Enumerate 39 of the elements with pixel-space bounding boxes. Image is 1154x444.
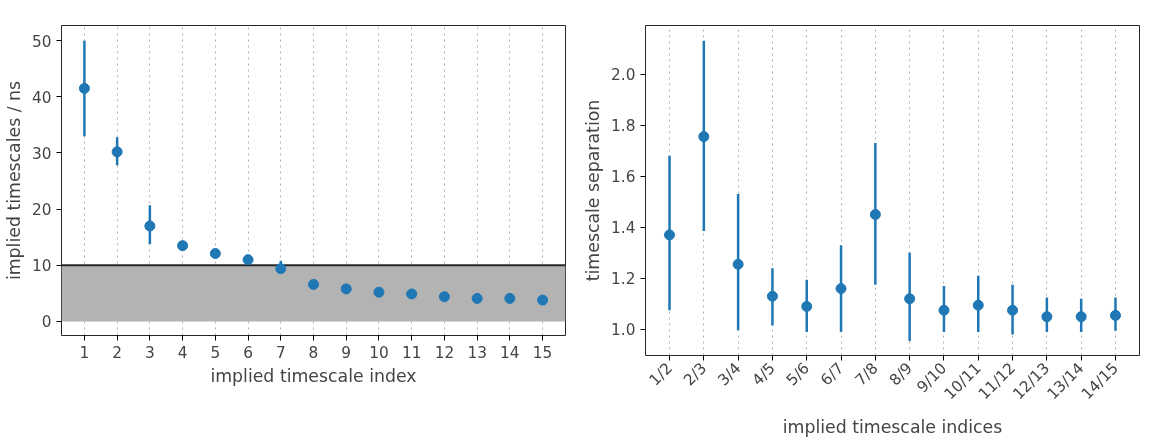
y-tick-label: 1.2 — [611, 270, 636, 289]
x-tick-label: 11 — [401, 343, 422, 362]
y-tick-label: 0 — [41, 313, 52, 332]
x-tick-label: 6 — [243, 343, 253, 362]
x-tick-label: 4/5 — [748, 359, 779, 390]
x-tick-label: 8 — [308, 343, 319, 362]
x-tick-label: 5/6 — [782, 359, 814, 390]
x-tick-label: 13 — [467, 343, 487, 362]
y-tick-label: 1.4 — [611, 219, 636, 238]
x-tick-label: 7 — [275, 343, 286, 362]
x-axis-title: implied timescale index — [210, 365, 417, 386]
x-tick-label: 9 — [341, 343, 352, 362]
x-tick-label: 2/3 — [680, 359, 711, 390]
y-tick-label: 30 — [32, 144, 52, 163]
x-tick-label: 5 — [210, 343, 221, 362]
x-tick-label: 2 — [112, 343, 123, 362]
x-tick-label: 14 — [500, 343, 520, 362]
x-tick-label: 3 — [144, 343, 155, 362]
y-tick-label: 10 — [32, 257, 52, 276]
y-tick-label: 1.6 — [611, 168, 636, 187]
x-tick-label: 1/2 — [645, 359, 676, 390]
x-tick-label: 8/9 — [885, 359, 917, 390]
x-tick-label: 4 — [177, 343, 188, 362]
y-tick-label: 1.8 — [611, 117, 636, 136]
y-tick-label: 2.0 — [611, 66, 636, 85]
x-tick-label: 15 — [532, 343, 553, 362]
x-tick-label: 10 — [369, 343, 389, 362]
x-tick-label: 6/7 — [817, 359, 848, 390]
y-axis-title: timescale separation — [583, 99, 604, 282]
y-tick-label: 1.0 — [611, 321, 636, 340]
x-axis-title: implied timescale indices — [782, 417, 1003, 438]
y-tick-label: 40 — [32, 88, 52, 107]
x-tick-label: 12 — [434, 343, 455, 362]
x-tick-label: 1 — [79, 343, 90, 362]
x-tick-label: 3/4 — [714, 359, 745, 390]
y-tick-label: 50 — [32, 32, 52, 51]
y-tick-label: 20 — [32, 201, 52, 220]
y-axis-title: implied timescales / ns — [4, 80, 24, 281]
x-tick-label: 7/8 — [851, 359, 882, 390]
